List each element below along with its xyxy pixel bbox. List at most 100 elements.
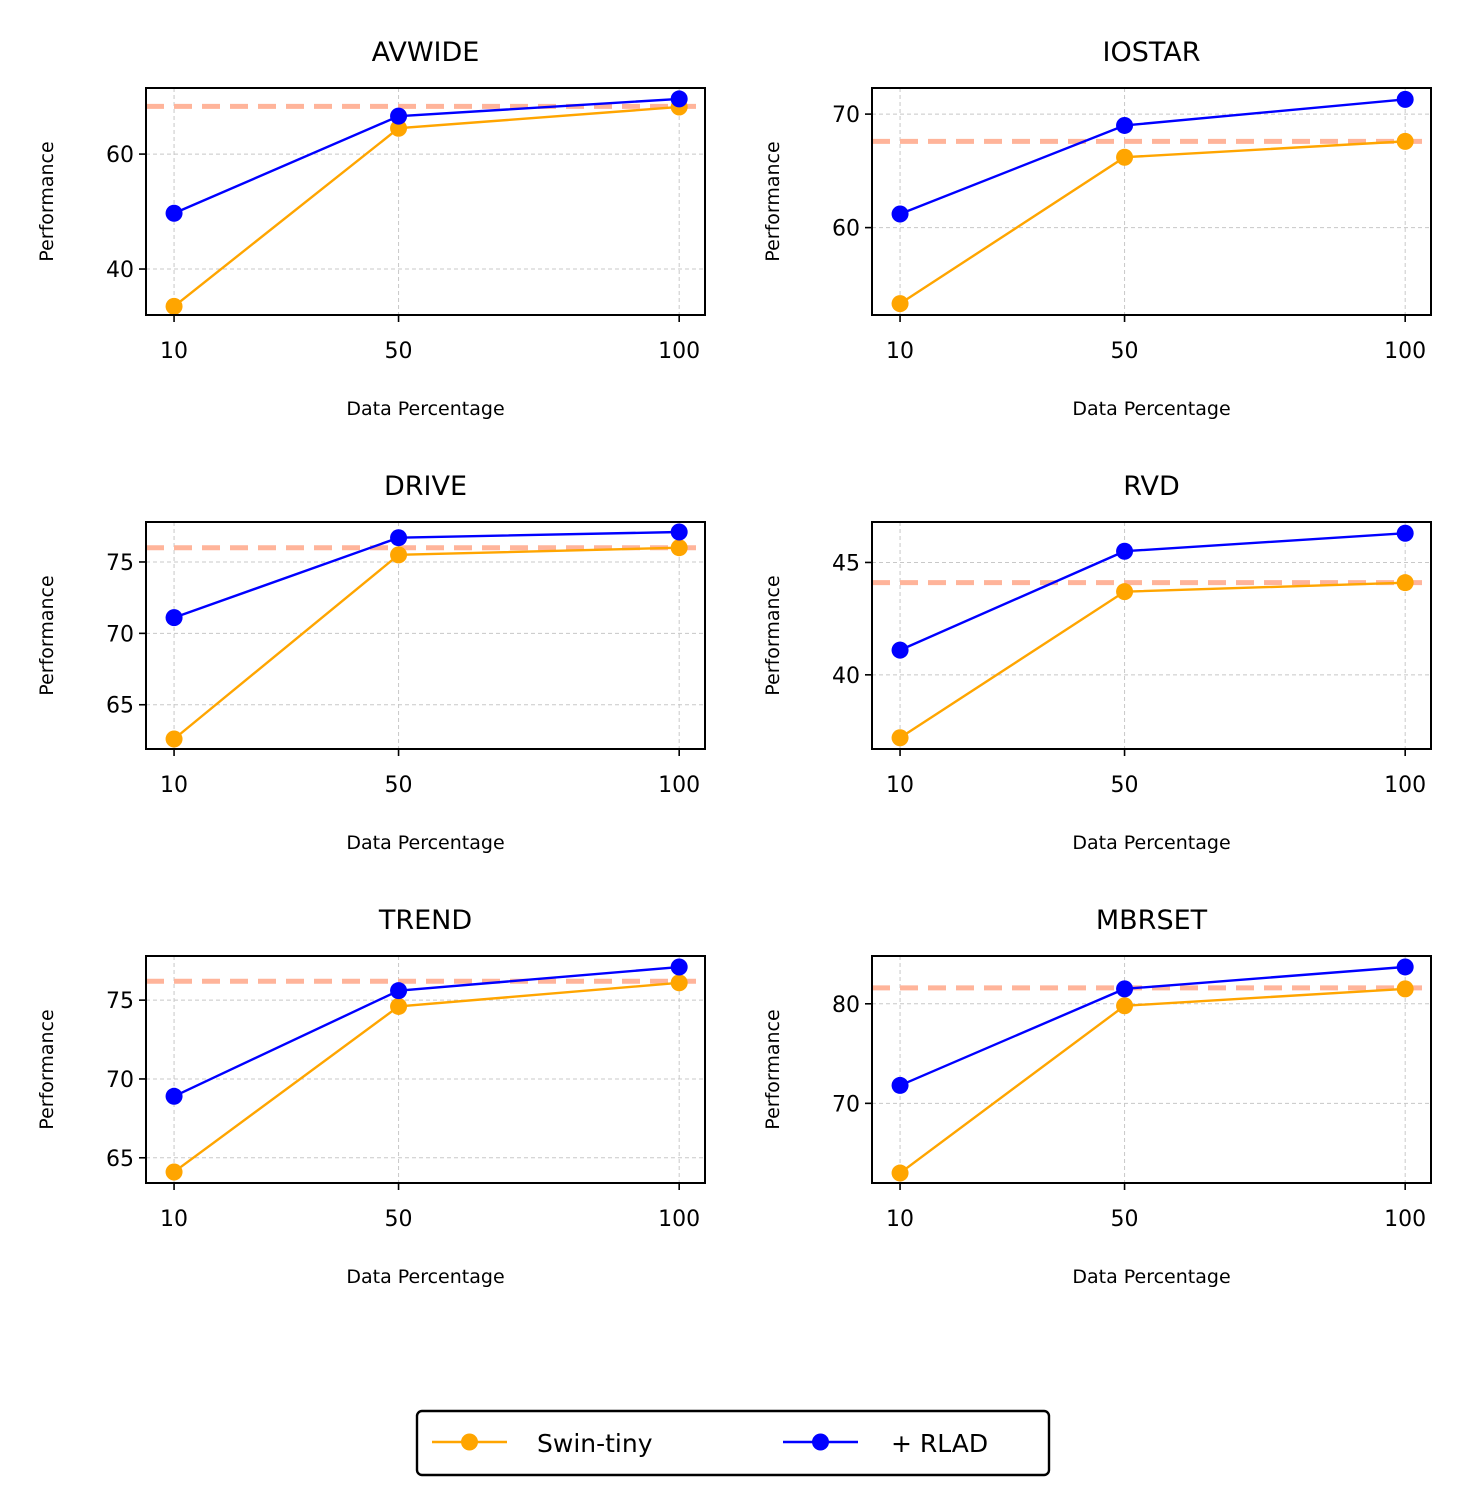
x-tick-label: 100 bbox=[1384, 339, 1426, 364]
legend: Swin-tiny + RLAD bbox=[415, 1409, 1051, 1477]
data-point bbox=[1396, 574, 1414, 592]
x-tick-label: 10 bbox=[886, 339, 914, 364]
data-point bbox=[891, 729, 909, 747]
series-line-rlad bbox=[173, 965, 680, 1098]
y-tick-label: 70 bbox=[832, 103, 860, 128]
data-point bbox=[670, 958, 688, 976]
series-line-swin-tiny bbox=[173, 546, 680, 740]
data-point bbox=[390, 982, 408, 1000]
y-tick-label: 70 bbox=[106, 622, 134, 647]
data-point bbox=[390, 119, 408, 137]
legend-marker-rlad bbox=[812, 1433, 829, 1451]
y-axis-label: Performance bbox=[762, 575, 784, 695]
y-tick-label: 65 bbox=[106, 1147, 134, 1172]
y-tick-label: 75 bbox=[106, 989, 134, 1014]
panel-avwide: 10 50 100 40 60 AVWIDE Data Percentage Performa… bbox=[36, 37, 706, 420]
x-tick-label: 100 bbox=[1384, 1207, 1426, 1232]
panel-title: IOSTAR bbox=[1103, 37, 1201, 68]
data-point bbox=[390, 997, 408, 1015]
axes-frame bbox=[145, 521, 706, 750]
y-tick-label: 65 bbox=[106, 694, 134, 719]
legend-marker-swin-tiny bbox=[461, 1433, 478, 1451]
x-tick-label: 100 bbox=[658, 339, 700, 364]
data-point bbox=[670, 523, 688, 541]
axes-frame bbox=[871, 955, 1432, 1184]
x-axis-label: Data Percentage bbox=[1072, 398, 1230, 420]
data-point bbox=[165, 730, 183, 748]
data-point bbox=[1116, 148, 1134, 166]
panel-drive: 10 50 100 65 70 75 DRIVE Data Percentage Perform… bbox=[36, 471, 706, 854]
y-tick-label: 75 bbox=[106, 551, 134, 576]
data-point bbox=[1116, 116, 1134, 134]
x-axis-label: Data Percentage bbox=[346, 1266, 504, 1288]
data-point bbox=[390, 107, 408, 125]
y-axis-label: Performance bbox=[36, 141, 58, 261]
y-axis-label: Performance bbox=[36, 575, 58, 695]
data-point bbox=[165, 297, 183, 315]
y-axis-label: Performance bbox=[762, 1009, 784, 1129]
series-line-swin-tiny bbox=[173, 105, 680, 308]
x-axis-label: Data Percentage bbox=[346, 398, 504, 420]
y-axis-label: Performance bbox=[36, 1009, 58, 1129]
x-tick-label: 10 bbox=[160, 773, 188, 798]
panel-mbrset: 10 50 100 70 80 MBRSET Data Percentage Performa… bbox=[762, 905, 1432, 1288]
panel-title: RVD bbox=[1123, 471, 1180, 502]
data-point bbox=[891, 295, 909, 313]
axes-frame bbox=[145, 955, 706, 1184]
panel-iostar: 10 50 100 60 70 IOSTAR Data Percentage Performa… bbox=[762, 37, 1432, 420]
data-point bbox=[1396, 132, 1414, 150]
data-point bbox=[1396, 524, 1414, 542]
data-point bbox=[1116, 542, 1134, 560]
x-axis-label: Data Percentage bbox=[1072, 1266, 1230, 1288]
data-point bbox=[1116, 997, 1134, 1015]
series-line-rlad bbox=[173, 97, 680, 215]
data-point bbox=[891, 1076, 909, 1094]
y-tick-label: 70 bbox=[832, 1092, 860, 1117]
data-point bbox=[670, 539, 688, 557]
y-tick-label: 80 bbox=[832, 993, 860, 1018]
series-line-swin-tiny bbox=[899, 581, 1406, 739]
legend-label-rlad: + RLAD bbox=[891, 1429, 988, 1458]
x-tick-label: 50 bbox=[385, 1207, 413, 1232]
x-tick-label: 50 bbox=[385, 773, 413, 798]
x-tick-label: 10 bbox=[886, 1207, 914, 1232]
panel-title: MBRSET bbox=[1096, 905, 1208, 936]
y-tick-label: 70 bbox=[106, 1068, 134, 1093]
y-tick-label: 40 bbox=[832, 664, 860, 689]
panel-title: TREND bbox=[378, 905, 472, 936]
series-line-rlad bbox=[899, 965, 1406, 1087]
y-tick-label: 40 bbox=[106, 258, 134, 283]
data-point bbox=[1396, 958, 1414, 976]
x-tick-label: 50 bbox=[1111, 339, 1139, 364]
data-point bbox=[670, 90, 688, 108]
axes-frame bbox=[871, 521, 1432, 750]
y-tick-label: 45 bbox=[832, 551, 860, 576]
data-point bbox=[891, 641, 909, 659]
data-point bbox=[1396, 90, 1414, 108]
x-tick-label: 50 bbox=[385, 339, 413, 364]
data-point bbox=[1116, 980, 1134, 998]
data-point bbox=[891, 1164, 909, 1182]
y-tick-label: 60 bbox=[832, 217, 860, 242]
data-point bbox=[670, 974, 688, 992]
x-tick-label: 50 bbox=[1111, 1207, 1139, 1232]
x-tick-label: 50 bbox=[1111, 773, 1139, 798]
panel-rvd: 10 50 100 40 45 RVD Data Percentage Performance bbox=[762, 471, 1432, 854]
data-point bbox=[165, 204, 183, 222]
x-tick-label: 100 bbox=[1384, 773, 1426, 798]
x-axis-label: Data Percentage bbox=[346, 832, 504, 854]
data-point bbox=[1396, 980, 1414, 998]
legend-label-swin-tiny: Swin-tiny bbox=[537, 1429, 653, 1458]
x-axis-label: Data Percentage bbox=[1072, 832, 1230, 854]
panel-title: DRIVE bbox=[384, 471, 467, 502]
data-point bbox=[390, 529, 408, 547]
axes-frame bbox=[871, 87, 1432, 316]
data-point bbox=[891, 205, 909, 223]
data-point bbox=[165, 609, 183, 627]
series-line-rlad bbox=[173, 530, 680, 619]
x-tick-label: 100 bbox=[658, 773, 700, 798]
y-tick-label: 60 bbox=[106, 143, 134, 168]
data-point bbox=[390, 546, 408, 564]
series-line-swin-tiny bbox=[173, 981, 680, 1173]
